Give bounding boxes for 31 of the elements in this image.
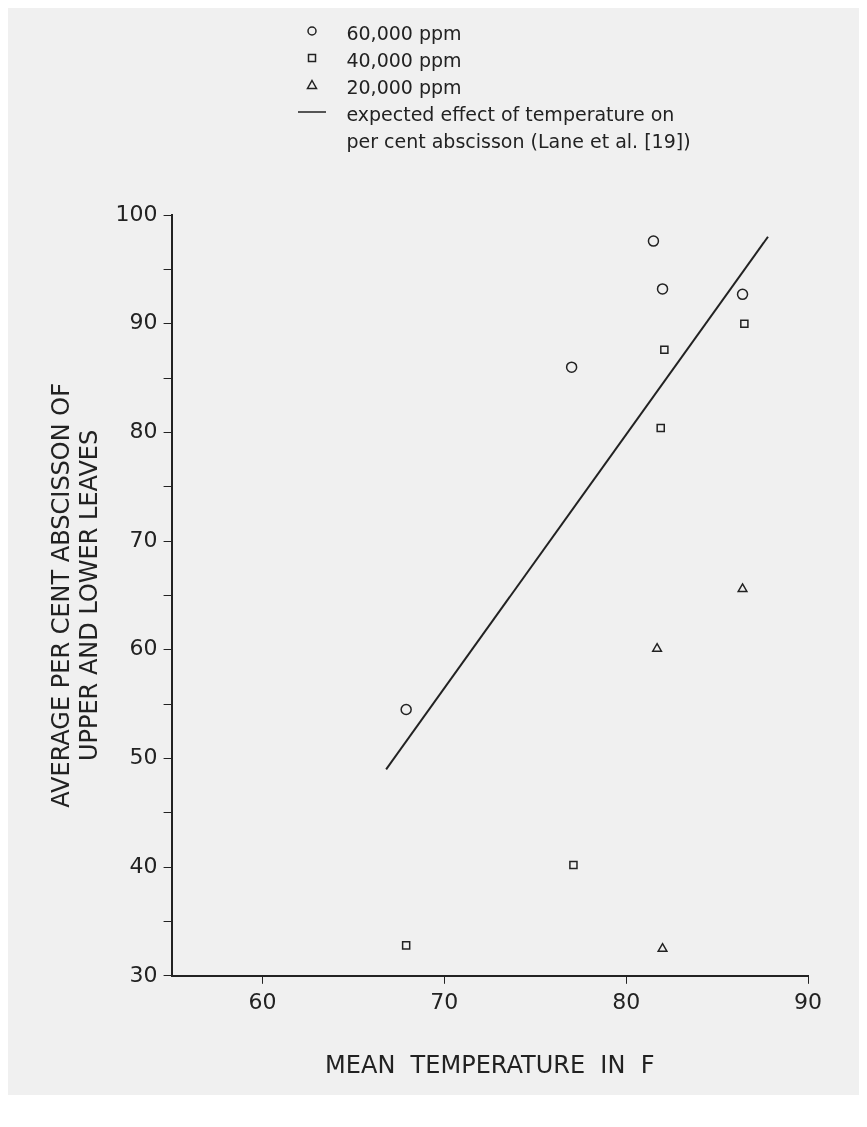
point [569, 860, 578, 870]
y-tick-label: 70 [129, 526, 158, 552]
point [737, 583, 748, 593]
point [660, 345, 669, 355]
point [656, 283, 669, 295]
legend-label: expected effect of temperature on per cent abscisson (Lane et al. [19]) [346, 102, 691, 154]
y-tick-label: 90 [129, 309, 158, 335]
point [652, 642, 663, 652]
point [401, 941, 411, 950]
x-tick-label: 90 [794, 988, 822, 1014]
y-tick-label: 30 [129, 961, 158, 987]
x-axis-title: MEAN TEMPERATURE IN F [325, 1050, 655, 1079]
y-tick-label: 50 [129, 744, 158, 770]
y-axis-title: AVERAGE PER CENT ABSCISSON OF UPPER AND LOWER LEAVES [46, 382, 104, 808]
y-tick-label: 40 [129, 852, 158, 878]
point [740, 319, 749, 328]
legend-label: 60,000 ppm [346, 21, 462, 46]
y-tick-label: 80 [129, 418, 158, 444]
point [656, 423, 665, 433]
y-tick-label: 100 [115, 200, 158, 226]
legend-label: 20,000 ppm [346, 75, 462, 100]
point [400, 703, 412, 716]
x-tick-label: 60 [248, 988, 277, 1014]
legend-label: 40,000 ppm [346, 48, 462, 73]
y-tick-label: 60 [129, 635, 158, 661]
point [736, 288, 749, 301]
point [565, 361, 578, 373]
point [657, 942, 668, 952]
x-tick-label: 70 [430, 988, 459, 1014]
point [647, 235, 660, 247]
x-tick-label: 80 [612, 988, 641, 1014]
